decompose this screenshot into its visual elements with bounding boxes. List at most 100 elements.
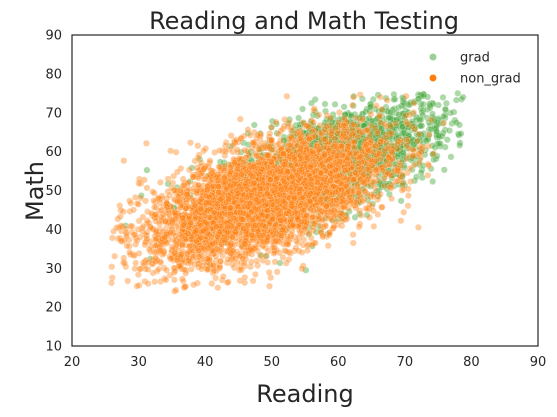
data-point [151,278,159,286]
data-point [457,130,465,138]
data-point [185,166,193,174]
data-point [295,114,302,122]
data-point [216,147,223,154]
data-point [438,132,446,140]
data-point [249,277,257,285]
data-point [440,166,448,174]
data-point [111,252,119,260]
data-point [316,222,324,230]
data-point [456,141,464,149]
data-point [378,105,386,113]
data-point [454,130,462,138]
data-point [456,121,463,129]
data-point [424,160,432,168]
data-point [390,90,398,98]
data-point [299,105,306,113]
data-point [395,104,403,111]
data-point [441,126,449,134]
data-point [425,142,432,150]
data-point [133,200,141,208]
data-point [250,121,258,129]
data-point [358,114,366,122]
data-point [298,265,306,273]
data-point [110,227,118,235]
data-point [194,142,202,150]
data-point [172,286,180,294]
data-point [143,184,151,192]
data-point [285,256,293,263]
data-point [447,153,455,161]
data-point [273,268,281,276]
data-point [324,242,332,250]
data-point [233,146,241,154]
data-point [283,92,291,100]
data-point [440,119,447,127]
data-point [403,155,411,163]
data-point [370,222,378,230]
data-point [151,211,159,219]
data-points [108,89,467,295]
data-point [387,109,394,116]
data-point [216,263,224,271]
data-point [187,139,194,147]
data-point [398,186,406,194]
data-point [329,111,337,118]
data-point [267,123,275,131]
data-point [241,146,249,154]
data-point [143,166,151,174]
data-point [429,110,436,118]
data-point [127,199,135,207]
data-point [173,168,181,176]
data-point [361,187,369,195]
data-point [108,263,116,271]
data-point [407,178,414,186]
data-point [142,139,150,147]
data-point [322,107,329,115]
data-point [406,164,414,172]
data-point [434,101,442,109]
data-point [404,192,412,200]
data-point [409,123,416,131]
data-point [286,116,293,123]
data-point [357,211,365,219]
data-point [429,178,437,185]
data-point [414,223,422,231]
data-point [266,282,273,290]
data-point [359,115,366,123]
data-point [402,92,410,100]
data-point [366,213,373,221]
data-point [396,158,404,166]
data-point [367,110,375,118]
data-point [144,280,152,287]
data-point [426,102,434,109]
data-point [271,258,279,266]
data-point [272,118,280,126]
data-point [454,89,462,97]
data-point [327,114,334,122]
data-point [198,265,206,273]
data-point [264,258,271,266]
data-point [440,113,447,120]
data-point [452,96,460,104]
data-point [459,93,467,101]
data-point [302,266,310,274]
data-point [446,127,453,135]
data-point [418,109,426,116]
data-point [404,185,412,193]
data-point [413,173,420,181]
data-point [441,143,449,151]
data-point [163,266,171,274]
data-point [380,182,388,190]
data-point [331,100,339,108]
data-point [430,150,437,158]
data-point [308,99,315,107]
data-point [227,132,235,140]
data-point [223,279,231,286]
data-point [443,136,451,144]
data-point [442,99,450,107]
data-point [441,106,449,113]
data-point [415,130,423,138]
data-point [321,100,329,108]
data-point [130,206,138,214]
data-point [356,91,364,99]
